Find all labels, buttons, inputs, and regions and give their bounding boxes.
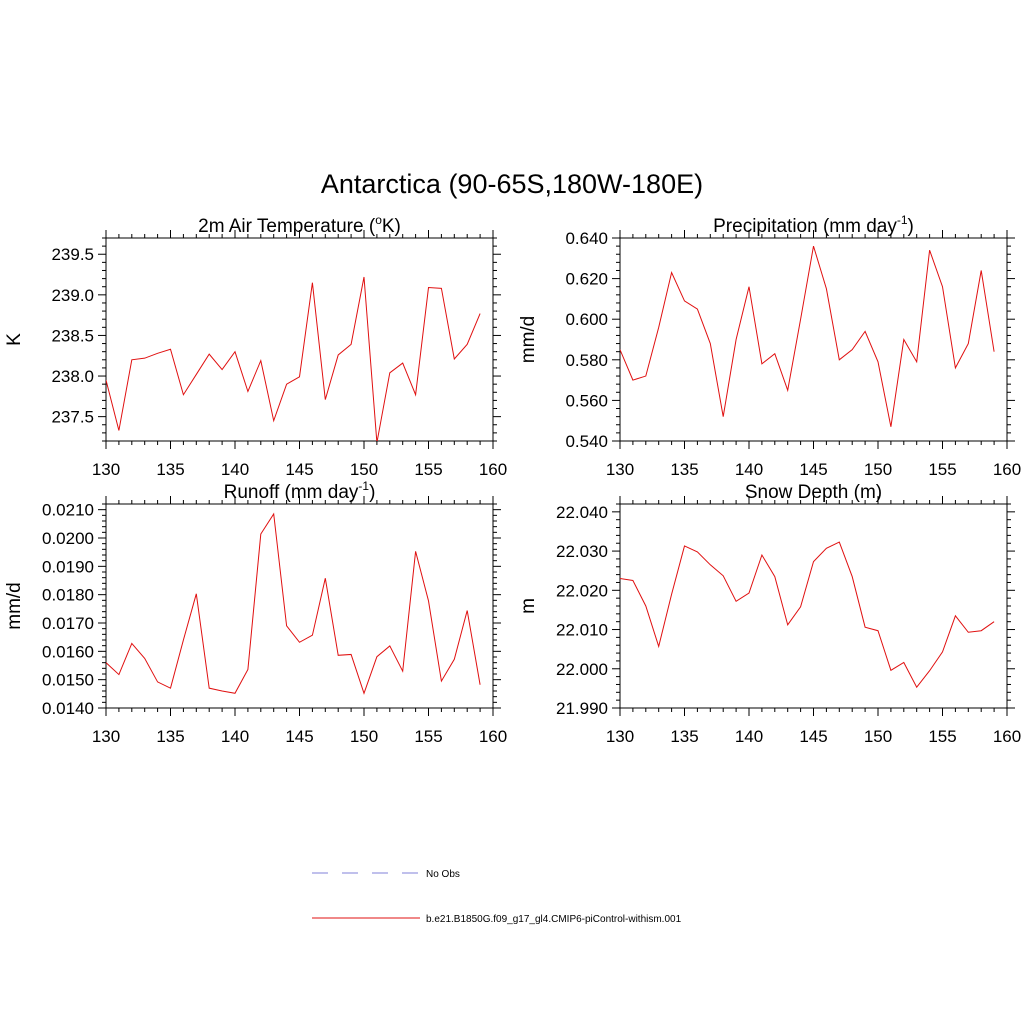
y-tick-label: 22.010: [556, 621, 608, 640]
y-tick-label: 237.5: [51, 408, 94, 427]
legend-obs-label: No Obs: [426, 869, 460, 880]
y-axis-label: m: [518, 598, 539, 614]
x-tick-label: 145: [799, 460, 827, 479]
x-tick-label: 130: [92, 727, 120, 746]
x-tick-label: 160: [993, 460, 1021, 479]
legend: No Obs b.e21.B1850G.f09_g17_gl4.CMIP6-pi…: [312, 869, 682, 925]
x-tick-label: 155: [928, 727, 956, 746]
panel-title: Runoff (mm day-1): [224, 479, 376, 503]
y-tick-label: 0.540: [565, 432, 608, 451]
y-tick-label: 0.0200: [42, 529, 94, 548]
plot-frame: [105, 503, 494, 709]
x-tick-label: 145: [285, 460, 313, 479]
y-tick-label: 238.0: [51, 367, 94, 386]
x-tick-label: 150: [864, 460, 892, 479]
y-tick-label: 0.0190: [42, 557, 94, 576]
x-tick-label: 155: [414, 460, 442, 479]
x-tick-label: 135: [156, 460, 184, 479]
y-tick-label: 22.040: [556, 503, 608, 522]
x-tick-label: 160: [993, 727, 1021, 746]
panel-title-sup: o: [375, 213, 382, 227]
panel-title-main: Runoff (mm day: [224, 482, 359, 503]
x-tick-label: 140: [221, 727, 249, 746]
x-tick-label: 150: [864, 727, 892, 746]
figure-title: Antarctica (90-65S,180W-180E): [321, 169, 703, 199]
y-tick-label: 239.0: [51, 286, 94, 305]
plot-frame: [619, 237, 1008, 442]
y-tick-label: 0.0210: [42, 501, 94, 520]
y-tick-label: 238.5: [51, 326, 94, 345]
y-tick-label: 0.0180: [42, 586, 94, 605]
panel-title-sup: -1: [897, 213, 908, 227]
x-tick-label: 140: [735, 460, 763, 479]
panel-title-sup: -1: [358, 479, 369, 493]
y-axis-label: mm/d: [4, 582, 25, 630]
y-axis-label: mm/d: [518, 316, 539, 364]
x-tick-label: 130: [92, 460, 120, 479]
panel-title: 2m Air Temperature (oK): [198, 213, 401, 237]
plot-frame: [105, 237, 494, 442]
y-tick-label: 0.580: [565, 351, 608, 370]
y-tick-label: 239.5: [51, 245, 94, 264]
x-tick-label: 145: [799, 727, 827, 746]
y-tick-label: 22.030: [556, 542, 608, 561]
series-line: [620, 541, 995, 689]
panel-title-suffix: K): [382, 216, 401, 237]
y-tick-label: 0.620: [565, 270, 608, 289]
panel-title-main: Precipitation (mm day: [713, 216, 897, 237]
panels: 2m Air Temperature (oK) K 130 135 140 145 150 1…: [4, 213, 1021, 746]
plot-frame: [619, 503, 1008, 709]
panel-title: Precipitation (mm day-1): [713, 213, 914, 237]
x-tick-label: 140: [735, 727, 763, 746]
panel-title-main: 2m Air Temperature (: [198, 216, 376, 237]
legend-model-label: b.e21.B1850G.f09_g17_gl4.CMIP6-piControl…: [426, 914, 682, 925]
x-tick-label: 135: [670, 460, 698, 479]
x-tick-label: 155: [928, 460, 956, 479]
y-tick-label: 0.0140: [42, 699, 94, 718]
y-tick-label: 0.560: [565, 391, 608, 410]
panel-title-suffix: ): [908, 216, 914, 237]
x-tick-label: 160: [479, 727, 507, 746]
x-tick-label: 150: [350, 460, 378, 479]
y-tick-label: 0.0160: [42, 642, 94, 661]
series-line: [106, 512, 481, 695]
panel-2: Precipitation (mm day-1) mm/d 130 135 140 145…: [518, 213, 1021, 479]
y-tick-label: 21.990: [556, 699, 608, 718]
y-tick-label: 0.600: [565, 310, 608, 329]
x-tick-label: 155: [414, 727, 442, 746]
panel-4: Snow Depth (m) m 130 135 140 145 150 155 160 21.9…: [518, 482, 1021, 746]
series-line: [620, 245, 995, 427]
y-tick-label: 0.0170: [42, 614, 94, 633]
x-tick-label: 150: [350, 727, 378, 746]
panel-3: Runoff (mm day-1) mm/d 130 135 140 145 150 155 1…: [4, 479, 507, 746]
x-tick-label: 145: [285, 727, 313, 746]
x-tick-label: 140: [221, 460, 249, 479]
series-line: [106, 276, 481, 441]
y-tick-label: 22.000: [556, 660, 608, 679]
x-tick-label: 160: [479, 460, 507, 479]
x-tick-label: 130: [606, 727, 634, 746]
panel-1: 2m Air Temperature (oK) K 130 135 140 145 150 1…: [4, 213, 507, 479]
y-tick-label: 0.0150: [42, 671, 94, 690]
y-tick-label: 22.020: [556, 581, 608, 600]
panel-title-main: Snow Depth (m): [745, 482, 882, 503]
x-tick-label: 135: [156, 727, 184, 746]
y-tick-label: 0.640: [565, 229, 608, 248]
x-tick-label: 135: [670, 727, 698, 746]
panel-title-suffix: ): [369, 482, 375, 503]
y-axis-label: K: [4, 333, 25, 346]
x-tick-label: 130: [606, 460, 634, 479]
panel-title: Snow Depth (m): [745, 482, 882, 503]
